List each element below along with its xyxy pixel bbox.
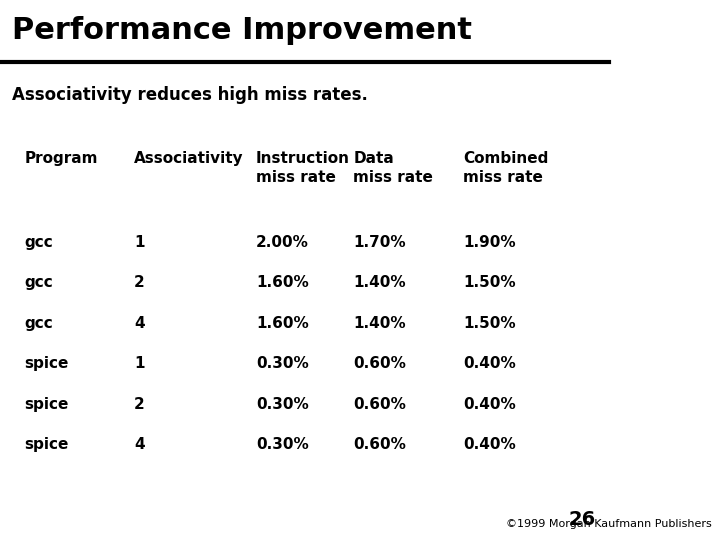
Text: 0.40%: 0.40% <box>463 437 516 453</box>
Text: Combined
miss rate: Combined miss rate <box>463 151 549 185</box>
Text: Associativity: Associativity <box>134 151 243 166</box>
Text: 1: 1 <box>134 356 145 372</box>
Text: Data
miss rate: Data miss rate <box>354 151 433 185</box>
Text: 2: 2 <box>134 397 145 412</box>
Text: gcc: gcc <box>24 275 53 291</box>
Text: 1.40%: 1.40% <box>354 316 406 331</box>
Text: 0.40%: 0.40% <box>463 356 516 372</box>
Text: ©1999 Morgan Kaufmann Publishers: ©1999 Morgan Kaufmann Publishers <box>505 519 711 529</box>
Text: 4: 4 <box>134 316 145 331</box>
Text: gcc: gcc <box>24 316 53 331</box>
Text: 1.60%: 1.60% <box>256 316 309 331</box>
Text: 0.60%: 0.60% <box>354 397 406 412</box>
Text: 1: 1 <box>134 235 145 250</box>
Text: Instruction
miss rate: Instruction miss rate <box>256 151 350 185</box>
Text: spice: spice <box>24 437 68 453</box>
Text: spice: spice <box>24 397 68 412</box>
Text: 0.30%: 0.30% <box>256 397 309 412</box>
Text: 1.40%: 1.40% <box>354 275 406 291</box>
Text: 4: 4 <box>134 437 145 453</box>
Text: 1.70%: 1.70% <box>354 235 406 250</box>
Text: 2: 2 <box>134 275 145 291</box>
Text: 2.00%: 2.00% <box>256 235 309 250</box>
Text: 0.30%: 0.30% <box>256 437 309 453</box>
Text: 1.50%: 1.50% <box>463 316 516 331</box>
Text: 1.90%: 1.90% <box>463 235 516 250</box>
Text: spice: spice <box>24 356 68 372</box>
Text: 0.30%: 0.30% <box>256 356 309 372</box>
Text: 26: 26 <box>569 510 595 529</box>
Text: 1.60%: 1.60% <box>256 275 309 291</box>
Text: gcc: gcc <box>24 235 53 250</box>
Text: 0.60%: 0.60% <box>354 437 406 453</box>
Text: 0.60%: 0.60% <box>354 356 406 372</box>
Text: Program: Program <box>24 151 98 166</box>
Text: Associativity reduces high miss rates.: Associativity reduces high miss rates. <box>12 86 368 104</box>
Text: 0.40%: 0.40% <box>463 397 516 412</box>
Text: Performance Improvement: Performance Improvement <box>12 16 472 45</box>
Text: 1.50%: 1.50% <box>463 275 516 291</box>
